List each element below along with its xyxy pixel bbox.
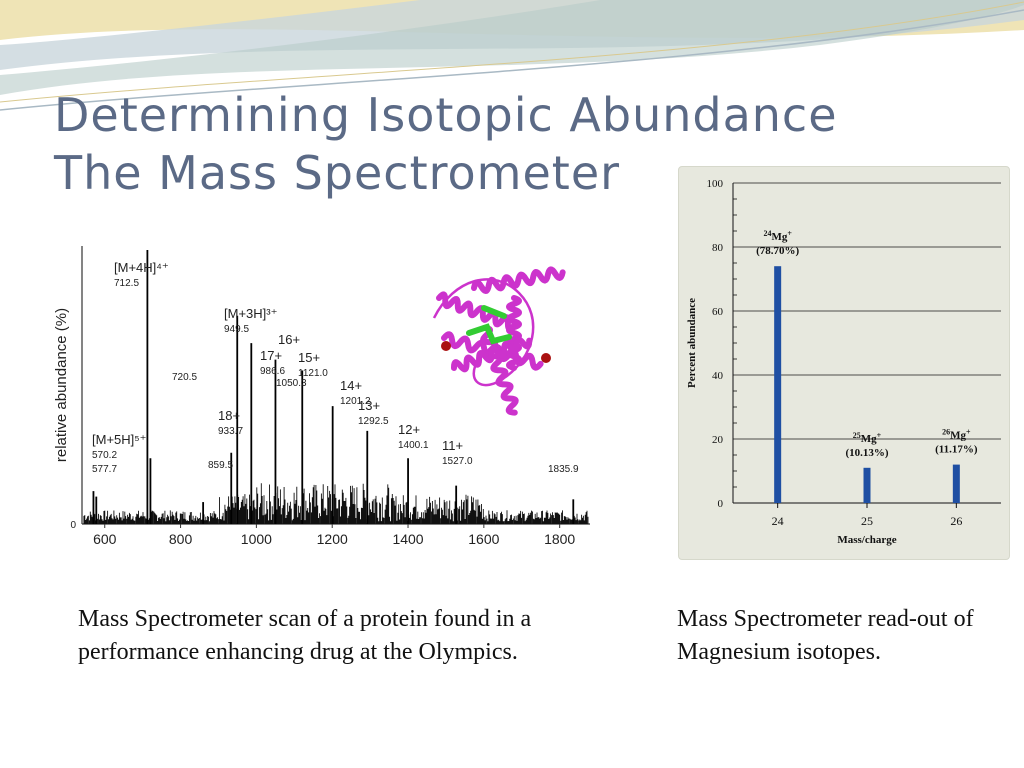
spectrum-peak-label: 1121.0 [298,368,328,379]
mg-charge: + [966,428,971,437]
spectrum-peak-label: 1050.3 [276,378,307,389]
protein-structure-image [424,258,566,416]
protein-atom [441,341,451,351]
spectrum-peak-label: 570.2 [92,450,117,461]
mg-bar-label-isotope: 26Mg+ [942,428,971,442]
spectrum-peak-label: [M+5H]⁵⁺ [92,432,147,447]
mg-bar-label-percent: (11.17%) [935,444,978,456]
spectrum-peak-label: 933.7 [218,426,243,437]
protein-helix [471,266,566,294]
caption-magnesium-readout: Mass Spectrometer read-out of Magnesium … [677,606,974,665]
spectrum-peak-label: [M+4H]⁴⁺ [114,260,169,275]
mg-x-axis-label: Mass/charge [837,534,896,546]
mg-mass-number: 26 [942,428,950,437]
mg-element-symbol: Mg [771,231,787,243]
slide-title-line-1: Determining Isotopic Abundance [54,88,838,142]
mg-y-axis-label: Percent abundance [686,298,698,388]
mg-mass-number: 25 [853,431,861,440]
mg-x-tick-label: 25 [861,514,873,528]
spectrum-peak-label: 14+ [340,378,362,393]
spectrum-x-tick-label: 1800 [544,531,575,547]
protein-helix [450,336,533,373]
mg-bar [774,266,782,503]
protein-mass-spectrum: relative abundance (%) 0 600 800 1000 1200 140… [52,232,600,562]
spectrum-x-tick-label: 600 [93,531,117,547]
spectrum-peak-label: 1835.9 [548,464,579,475]
mg-y-tick-label: 60 [712,306,724,318]
wave-line [0,1,1024,103]
spectrum-x-tick-label: 1400 [392,531,423,547]
protein-helix [480,325,519,416]
mg-element-symbol: Mg [950,430,966,442]
mg-mass-number: 24 [763,229,771,238]
spectrum-peak-label: 1527.0 [442,456,473,467]
protein-strand [466,305,512,345]
spectrum-peak-label: 859.5 [208,460,233,471]
mg-bar-label-isotope: 25Mg+ [853,431,882,445]
protein-atom [541,353,551,363]
magnesium-isotope-chart: 0 20 40 60 80 100 Percent abundance Mass/charge… [686,178,1001,546]
mg-charge: + [787,229,792,238]
spectrum-peak-label: 16+ [278,332,300,347]
wave-teal-band [0,0,1024,95]
mg-bar [952,464,960,503]
protein-helix [506,295,522,371]
spectrum-peak-label: 1292.5 [358,416,389,427]
spectrum-peak-label: 720.5 [172,372,197,383]
spectrum-peak-label: 12+ [398,422,420,437]
caption-protein-scan: Mass Spectrometer scan of a protein foun… [78,606,532,665]
mg-y-tick-label: 80 [712,242,724,254]
spectrum-x-tick-label: 1600 [468,531,499,547]
mg-bar-label-percent: (10.13%) [845,447,888,459]
magnesium-isotope-panel: 0 20 40 60 80 100 Percent abundance Mass/charge… [678,166,1010,560]
spectrum-peak-label: 1400.1 [398,440,429,451]
mg-y-tick-label: 40 [712,370,724,382]
mg-bar-label-percent: (78.70%) [756,245,799,257]
spectrum-peak-label: 986.6 [260,366,285,377]
mg-y-tick-label: 0 [718,498,724,510]
spectrum-peak-label: 11+ [442,438,463,453]
spectrum-peak-label: 17+ [260,348,282,363]
mg-bar-label-isotope: 24Mg+ [763,229,792,243]
spectrum-peak-label: 15+ [298,350,320,365]
spectrum-x-tick-label: 800 [169,531,193,547]
protein-loop [432,278,535,387]
slide-title: Determining Isotopic Abundance The Mass … [54,86,838,202]
mg-y-tick-label: 20 [712,434,724,446]
spectrum-x-tick-label: 1000 [241,531,272,547]
mg-charge: + [877,431,882,440]
spectrum-peak-label: 13+ [358,398,380,413]
slide-title-line-2: The Mass Spectrometer [54,146,621,200]
spectrum-y-tick-label: 0 [70,520,76,531]
spectrum-peak-label: 18+ [218,408,240,423]
slide-decoration-waves [0,0,1024,111]
wave-line [0,9,1024,111]
spectrum-peak-label: [M+3H]³⁺ [224,306,277,321]
mg-y-tick-label: 100 [707,178,724,190]
spectrum-peak-label: 577.7 [92,464,117,475]
protein-helix [436,291,518,332]
spectrum-y-axis-label: relative abundance (%) [53,308,70,462]
spectrum-peak-label: 1201.2 [340,396,371,407]
spectrum-peak-label: 712.5 [114,278,139,289]
mg-x-tick-label: 24 [772,514,784,528]
mg-element-symbol: Mg [861,433,877,445]
spectrum-x-tick-label: 1200 [317,531,348,547]
mg-x-tick-label: 26 [950,514,962,528]
spectrum-peak-label: 949.5 [224,324,249,335]
mg-bar [863,467,871,503]
